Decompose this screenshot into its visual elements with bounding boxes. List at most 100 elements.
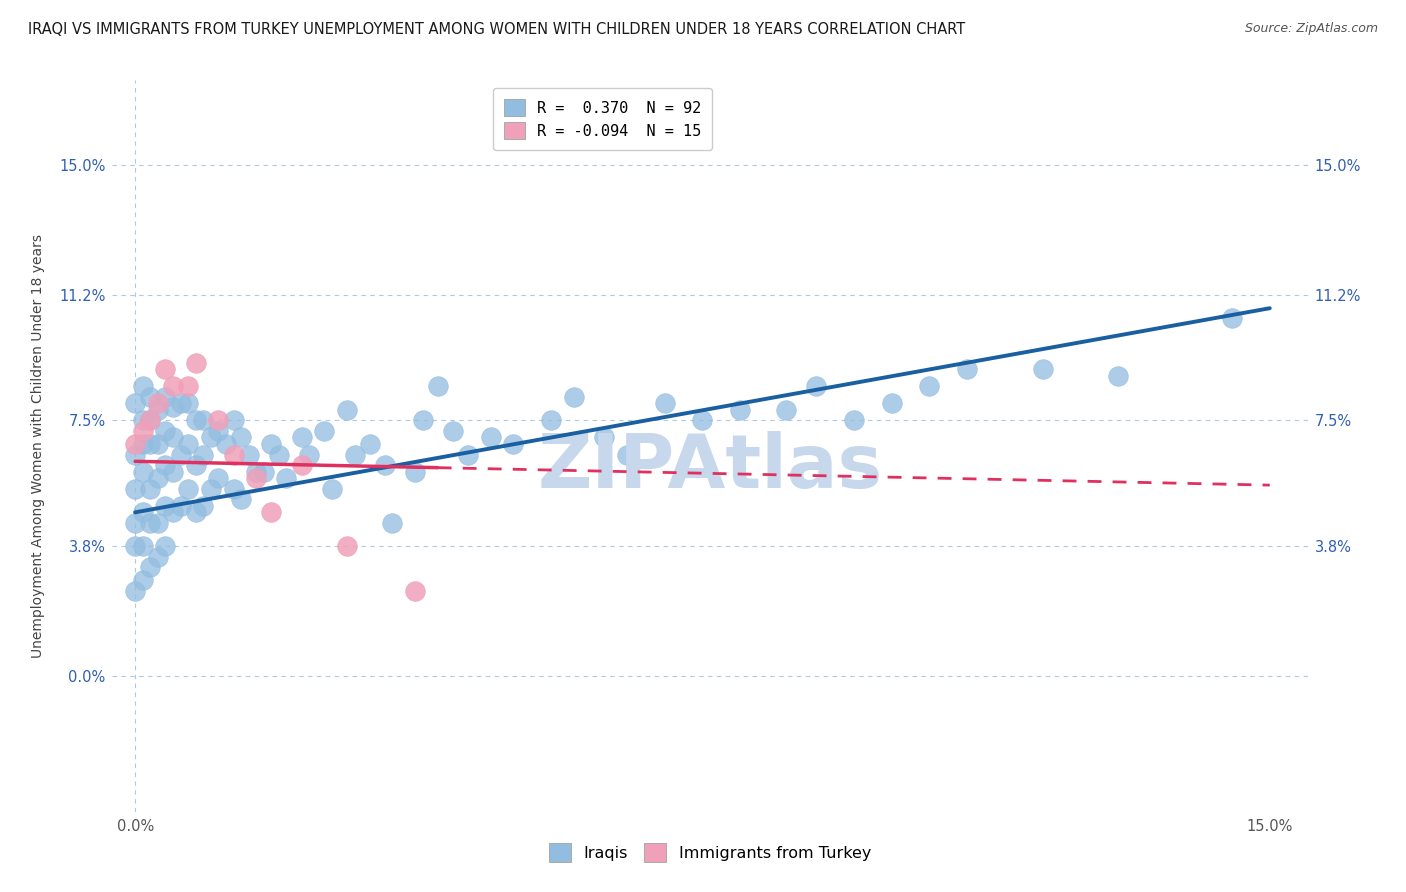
Point bbox=[245, 465, 267, 479]
Point bbox=[238, 448, 260, 462]
Point bbox=[139, 413, 162, 427]
Legend: Iraqis, Immigrants from Turkey: Iraqis, Immigrants from Turkey bbox=[540, 835, 880, 870]
Point bbox=[155, 540, 177, 554]
Point bbox=[260, 437, 283, 451]
Point bbox=[124, 583, 146, 598]
Point bbox=[124, 396, 146, 410]
Point bbox=[139, 437, 162, 451]
Point bbox=[155, 390, 177, 404]
Point bbox=[132, 379, 155, 393]
Point bbox=[222, 482, 245, 496]
Point bbox=[200, 430, 222, 444]
Point bbox=[229, 430, 252, 444]
Point bbox=[267, 448, 290, 462]
Point bbox=[124, 482, 146, 496]
Point bbox=[540, 413, 562, 427]
Point bbox=[276, 471, 298, 485]
Y-axis label: Unemployment Among Women with Children Under 18 years: Unemployment Among Women with Children U… bbox=[31, 234, 45, 658]
Point bbox=[184, 505, 207, 519]
Point bbox=[132, 574, 155, 588]
Point bbox=[804, 379, 827, 393]
Point bbox=[457, 448, 479, 462]
Point bbox=[162, 430, 184, 444]
Point bbox=[359, 437, 381, 451]
Point bbox=[336, 540, 359, 554]
Point bbox=[253, 465, 276, 479]
Point bbox=[132, 437, 155, 451]
Point bbox=[298, 448, 321, 462]
Point bbox=[426, 379, 449, 393]
Point bbox=[956, 362, 979, 376]
Point bbox=[132, 424, 155, 438]
Point bbox=[842, 413, 865, 427]
Point bbox=[139, 482, 162, 496]
Point bbox=[146, 396, 169, 410]
Point bbox=[616, 448, 638, 462]
Point bbox=[146, 403, 169, 417]
Point bbox=[692, 413, 714, 427]
Point bbox=[374, 458, 396, 472]
Point bbox=[381, 516, 404, 530]
Point bbox=[918, 379, 941, 393]
Point bbox=[260, 505, 283, 519]
Point bbox=[177, 437, 200, 451]
Point bbox=[479, 430, 502, 444]
Point bbox=[146, 471, 169, 485]
Point bbox=[132, 505, 155, 519]
Point bbox=[207, 471, 229, 485]
Point bbox=[184, 356, 207, 370]
Point bbox=[343, 448, 366, 462]
Point bbox=[162, 465, 184, 479]
Point bbox=[1220, 311, 1243, 326]
Point bbox=[162, 400, 184, 414]
Point bbox=[177, 482, 200, 496]
Point bbox=[124, 540, 146, 554]
Text: Source: ZipAtlas.com: Source: ZipAtlas.com bbox=[1244, 22, 1378, 36]
Point bbox=[155, 424, 177, 438]
Point bbox=[177, 379, 200, 393]
Point bbox=[146, 549, 169, 564]
Point bbox=[169, 448, 191, 462]
Point bbox=[654, 396, 676, 410]
Point bbox=[155, 362, 177, 376]
Point bbox=[132, 413, 155, 427]
Point bbox=[1108, 369, 1130, 384]
Point bbox=[222, 448, 245, 462]
Point bbox=[193, 499, 215, 513]
Point bbox=[132, 465, 155, 479]
Point bbox=[290, 458, 312, 472]
Point bbox=[730, 403, 752, 417]
Point bbox=[193, 448, 215, 462]
Point bbox=[155, 458, 177, 472]
Point bbox=[775, 403, 797, 417]
Point bbox=[215, 437, 238, 451]
Point bbox=[200, 482, 222, 496]
Point bbox=[207, 413, 229, 427]
Point bbox=[146, 516, 169, 530]
Point bbox=[245, 471, 267, 485]
Point bbox=[124, 437, 146, 451]
Point bbox=[124, 516, 146, 530]
Text: IRAQI VS IMMIGRANTS FROM TURKEY UNEMPLOYMENT AMONG WOMEN WITH CHILDREN UNDER 18 : IRAQI VS IMMIGRANTS FROM TURKEY UNEMPLOY… bbox=[28, 22, 966, 37]
Point bbox=[184, 458, 207, 472]
Point bbox=[162, 379, 184, 393]
Point bbox=[314, 424, 336, 438]
Point bbox=[139, 516, 162, 530]
Point bbox=[562, 390, 585, 404]
Point bbox=[222, 413, 245, 427]
Point bbox=[139, 413, 162, 427]
Point bbox=[502, 437, 524, 451]
Point bbox=[404, 465, 426, 479]
Point bbox=[139, 559, 162, 574]
Point bbox=[169, 396, 191, 410]
Point bbox=[229, 491, 252, 506]
Point bbox=[139, 390, 162, 404]
Point bbox=[441, 424, 464, 438]
Point bbox=[412, 413, 434, 427]
Point bbox=[880, 396, 903, 410]
Text: ZIPAtlas: ZIPAtlas bbox=[537, 432, 883, 505]
Point bbox=[336, 403, 359, 417]
Point bbox=[162, 505, 184, 519]
Point bbox=[132, 540, 155, 554]
Point bbox=[207, 424, 229, 438]
